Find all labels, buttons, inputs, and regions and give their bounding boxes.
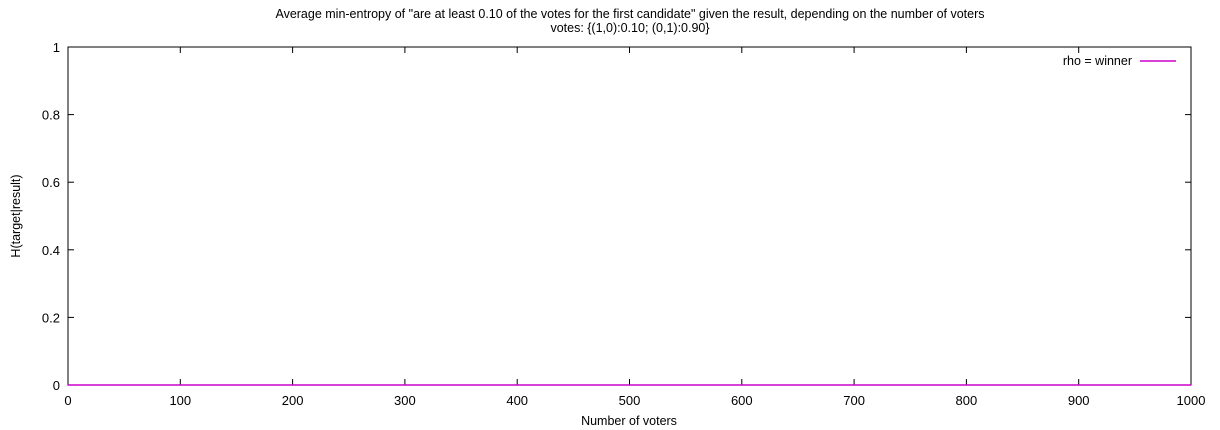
x-tick-label: 600	[731, 393, 753, 408]
y-tick-label: 1	[53, 40, 60, 55]
legend: rho = winner	[1063, 54, 1176, 68]
x-tick-label: 200	[282, 393, 304, 408]
x-tick-label: 400	[506, 393, 528, 408]
legend-label: rho = winner	[1063, 54, 1132, 68]
x-tick-label: 0	[64, 393, 71, 408]
x-tick-label: 1000	[1177, 393, 1206, 408]
x-tick-label: 300	[394, 393, 416, 408]
y-tick-labels: 0 0.2 0.4 0.6 0.8 1	[42, 40, 60, 393]
plot-area-frame	[67, 46, 1192, 386]
x-tick-labels: 0 100 200 300 400 500 600 700 800 900 1000	[64, 393, 1205, 408]
chart-title: Average min-entropy of "are at least 0.1…	[275, 7, 984, 21]
x-tick-label: 500	[619, 393, 641, 408]
x-axis-label: Number of voters	[581, 414, 677, 428]
tick-marks	[67, 46, 1192, 386]
chart-subtitle: votes: {(1,0):0.10; (0,1):0.90}	[550, 21, 709, 35]
y-tick-label: 0.2	[42, 310, 60, 325]
y-tick-label: 0.4	[42, 243, 60, 258]
y-tick-label: 0.6	[42, 175, 60, 190]
y-tick-label: 0	[53, 378, 60, 393]
x-tick-label: 100	[169, 393, 191, 408]
x-tick-label: 900	[1068, 393, 1090, 408]
y-axis-label: H(target|result)	[9, 174, 23, 257]
x-tick-label: 800	[956, 393, 978, 408]
x-tick-label: 700	[843, 393, 865, 408]
y-tick-label: 0.8	[42, 108, 60, 123]
